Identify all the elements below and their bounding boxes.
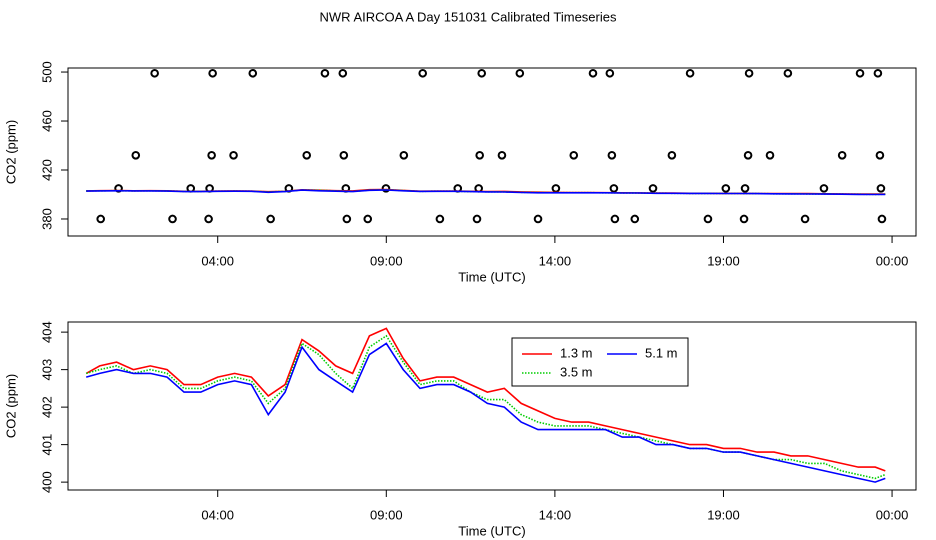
y-tick-label: 403: [39, 359, 54, 381]
scatter-point: [342, 214, 352, 224]
scatter-point: [96, 214, 106, 224]
x-tick-label: 09:00: [370, 253, 403, 268]
scatter-point: [475, 151, 484, 160]
x-tick-label: 14:00: [539, 253, 572, 268]
y-tick-label: 400: [39, 471, 54, 493]
x-tick-label: 00:00: [876, 253, 909, 268]
scatter-point: [302, 151, 312, 160]
legend-label: 5.1 m: [645, 345, 678, 360]
scatter-point: [721, 184, 731, 193]
scatter-point: [266, 214, 275, 224]
y-tick-label: 500: [39, 61, 54, 83]
legend-box: [511, 337, 689, 387]
scatter-point: [533, 214, 543, 224]
scatter-point: [435, 214, 445, 224]
scatter-point: [207, 151, 216, 160]
scatter-point: [765, 151, 775, 160]
x-tick-label: 04:00: [201, 253, 234, 268]
y-tick-label: 380: [39, 208, 54, 230]
scatter-point: [630, 214, 640, 224]
scatter-point: [569, 151, 579, 160]
scatter-point: [204, 214, 213, 224]
scatter-point: [648, 184, 658, 193]
series-line: [85, 342, 886, 483]
scatter-point: [168, 214, 177, 224]
scatter-point: [855, 68, 865, 78]
scatter-point: [744, 68, 754, 78]
scatter-point: [740, 184, 750, 193]
x-axis-label: Time (UTC): [458, 269, 525, 284]
scatter-point: [381, 184, 391, 193]
series-line: [85, 327, 886, 472]
scatter-point: [819, 184, 829, 193]
scatter-point: [497, 151, 507, 160]
scatter-point: [685, 68, 695, 78]
scatter-point: [208, 68, 217, 78]
scatter-point: [150, 68, 159, 78]
x-tick-label: 04:00: [201, 507, 234, 522]
scatter-point: [339, 151, 349, 160]
scatter-point: [703, 214, 713, 224]
scatter-point: [610, 214, 620, 224]
scatter-point: [248, 68, 258, 78]
scatter-point: [609, 184, 619, 193]
y-axis-label: CO2 (ppm): [3, 374, 18, 438]
scatter-point: [551, 184, 561, 193]
scatter-point: [399, 151, 409, 160]
y-tick-label: 401: [39, 434, 54, 456]
legend-label: 1.3 m: [560, 345, 593, 360]
scatter-point: [229, 151, 238, 160]
scatter-point: [873, 68, 883, 78]
plot-frame: [67, 321, 917, 491]
scatter-point: [875, 151, 885, 160]
scatter-point: [837, 151, 847, 160]
scatter-point: [131, 151, 141, 160]
scatter-point: [607, 151, 617, 160]
scatter-point: [363, 214, 373, 224]
scatter-point: [739, 214, 749, 224]
scatter-point: [667, 151, 677, 160]
x-tick-label: 09:00: [370, 507, 403, 522]
x-axis-label: Time (UTC): [458, 523, 525, 538]
scatter-point: [338, 68, 348, 78]
scatter-point: [477, 68, 487, 78]
chart-title: NWR AIRCOA A Day 151031 Calibrated Times…: [320, 9, 617, 24]
scatter-point: [783, 68, 793, 78]
scatter-point: [877, 214, 887, 224]
scatter-point: [418, 68, 428, 78]
y-tick-label: 402: [39, 396, 54, 418]
scatter-point: [876, 184, 886, 193]
series-line: [86, 189, 886, 196]
x-tick-label: 00:00: [876, 507, 909, 522]
x-tick-label: 14:00: [539, 507, 572, 522]
scatter-point: [743, 151, 753, 160]
scatter-point: [472, 214, 482, 224]
x-tick-label: 19:00: [707, 253, 740, 268]
x-tick-label: 19:00: [707, 507, 740, 522]
y-tick-label: 404: [39, 321, 54, 343]
y-axis-label: CO2 (ppm): [3, 120, 18, 184]
y-tick-label: 460: [39, 110, 54, 132]
scatter-point: [588, 68, 598, 78]
series-line: [85, 334, 886, 480]
plot-frame: [67, 67, 917, 237]
scatter-point: [515, 68, 525, 78]
scatter-point: [605, 68, 615, 78]
legend-label: 3.5 m: [560, 364, 593, 379]
scatter-point: [114, 184, 123, 193]
scatter-point: [320, 68, 330, 78]
y-tick-label: 420: [39, 159, 54, 181]
scatter-point: [800, 214, 810, 224]
